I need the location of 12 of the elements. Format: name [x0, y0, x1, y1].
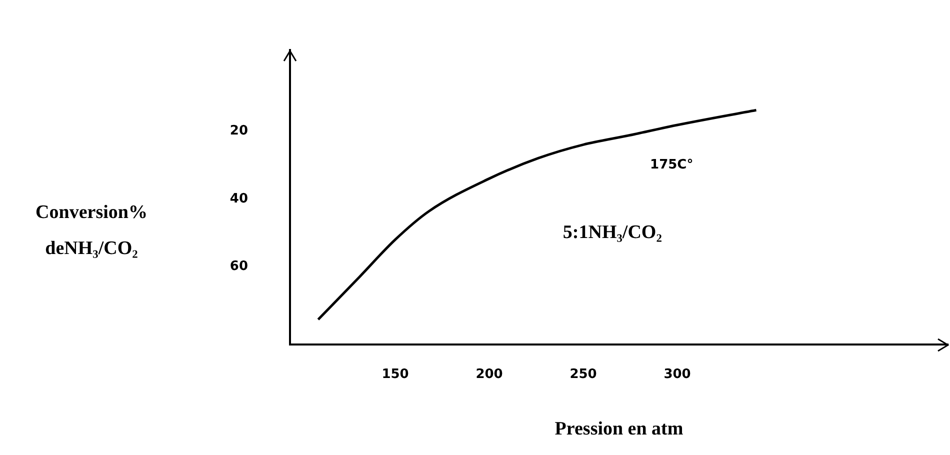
x-tick-label: 250 — [570, 366, 597, 382]
line-series — [316, 108, 758, 321]
y-tick-label: 60 — [230, 259, 248, 274]
x-axis-title: Pression en atm — [554, 418, 684, 440]
x-tick-label: 150 — [382, 366, 409, 382]
annotation: 5:1NH₃/CO₂ — [562, 222, 662, 244]
annotation: 175C° — [650, 157, 694, 172]
y-axis-title: Conversion% deNH₃/CO₂ — [34, 201, 148, 261]
x-tick-label: 200 — [476, 366, 503, 382]
y-tick-label: 40 — [230, 191, 248, 206]
y-tick-label: 20 — [230, 124, 248, 138]
x-tick-label: 300 — [664, 366, 691, 382]
